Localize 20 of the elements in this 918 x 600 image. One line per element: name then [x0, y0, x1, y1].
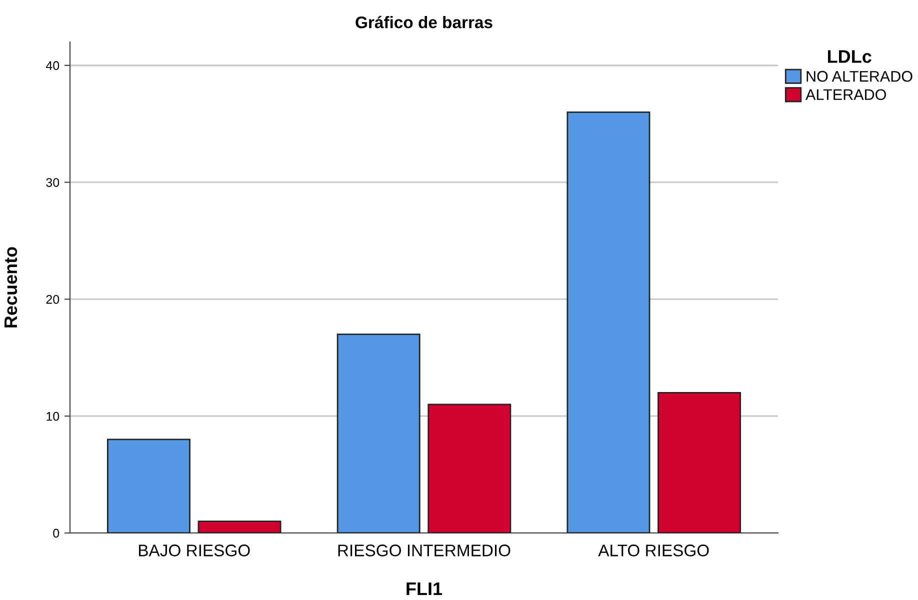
- y-tick-label: 10: [46, 412, 60, 421]
- y-tick-label: 0: [53, 528, 60, 538]
- legend-label: ALTERADO: [806, 89, 886, 100]
- bar: [336, 334, 420, 533]
- chart-title: Gráfico de barras: [356, 16, 492, 28]
- legend-title: LDLc: [828, 50, 872, 63]
- y-axis-title: Recuento: [4, 247, 18, 328]
- bar: [198, 520, 282, 533]
- y-tick-label: 20: [46, 294, 60, 304]
- bar: [428, 404, 512, 533]
- x-tick-label: BAJO RIESGO: [139, 544, 250, 556]
- bar: [658, 392, 741, 533]
- legend-label: NO ALTERADO: [806, 70, 912, 82]
- bar: [107, 438, 190, 533]
- x-tick-label: ALTO RIESGO: [598, 544, 709, 556]
- bar: [566, 111, 650, 533]
- y-tick-label: 40: [46, 61, 60, 70]
- x-tick-label: RIESGO INTERMEDIO: [338, 544, 510, 556]
- y-tick-label: 30: [46, 178, 60, 187]
- x-axis-title: FLI1: [406, 582, 442, 595]
